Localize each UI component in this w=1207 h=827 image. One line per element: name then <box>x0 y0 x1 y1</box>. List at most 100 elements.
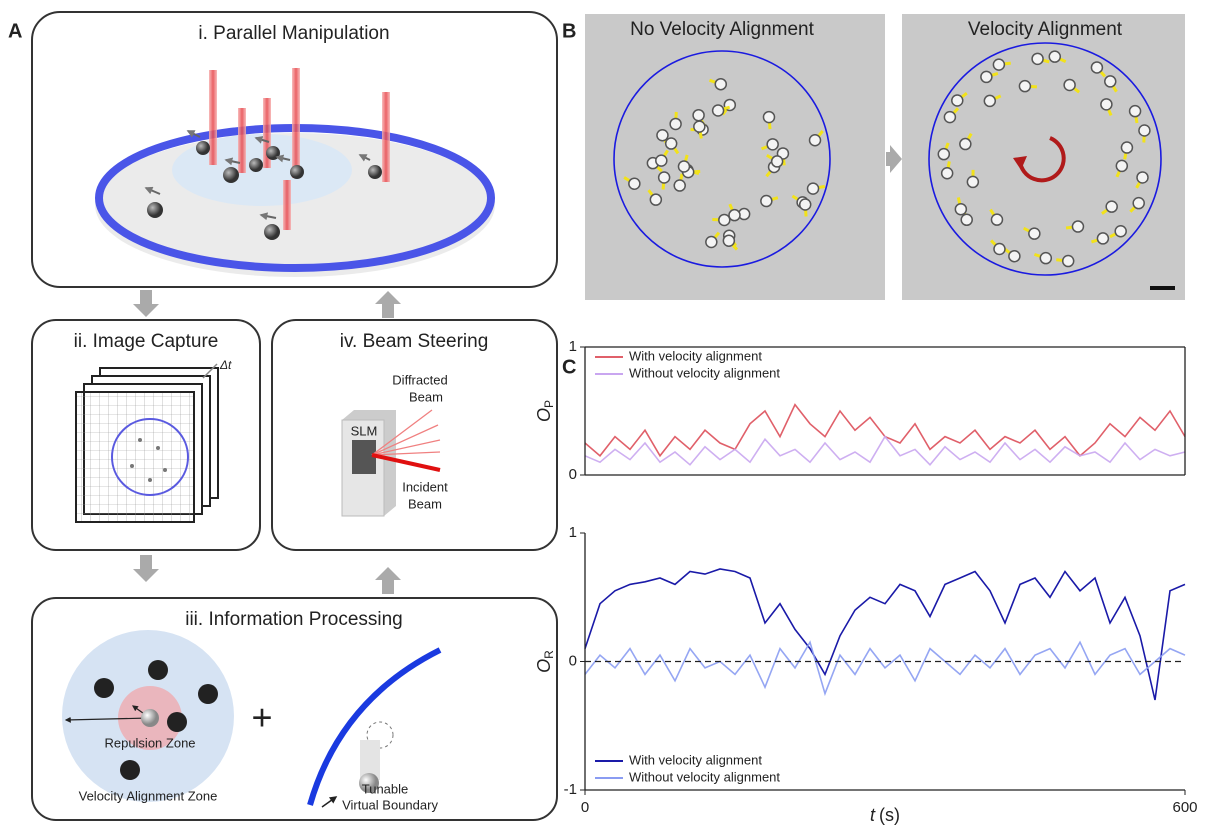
particle <box>693 110 704 121</box>
particle <box>767 139 778 150</box>
particle <box>1130 106 1141 117</box>
particle <box>723 235 734 246</box>
series-line <box>585 437 1185 465</box>
particle <box>713 105 724 116</box>
particle <box>674 180 685 191</box>
series-line <box>585 642 1185 693</box>
panel-label: B <box>562 20 576 42</box>
diffracted-label: Diffracted <box>392 372 447 387</box>
particle <box>657 130 668 141</box>
particle <box>629 178 640 189</box>
boundary-label: Virtual Boundary <box>342 797 438 812</box>
scale-bar <box>1150 286 1175 290</box>
particle <box>1115 226 1126 237</box>
x-label-symbol: t <box>870 805 876 825</box>
particle <box>984 95 995 106</box>
particle <box>961 214 972 225</box>
section-title: iii. Information Processing <box>185 609 403 630</box>
particle <box>981 71 992 82</box>
particle <box>1063 256 1074 267</box>
legend-label: With velocity alignment <box>629 348 762 363</box>
particle <box>1133 198 1144 209</box>
y-tick-label: 0 <box>569 652 577 669</box>
particle <box>944 112 955 123</box>
panel-label: A <box>8 20 22 42</box>
particle <box>1032 53 1043 64</box>
particle <box>772 156 783 167</box>
y-tick-label: 1 <box>569 524 577 541</box>
y-tick-label: 1 <box>569 338 577 355</box>
legend-label: Without velocity alignment <box>629 365 780 380</box>
transition-arrow <box>886 145 902 173</box>
particle <box>659 172 670 183</box>
particle <box>938 149 949 160</box>
x-label: t(s) <box>870 805 900 825</box>
particle <box>942 168 953 179</box>
particle <box>763 112 774 123</box>
figure: A i. Parallel Manipulation ii. Imag <box>0 0 1207 827</box>
boundary-label: Tunable <box>362 781 409 796</box>
particle <box>1116 160 1127 171</box>
x-tick-label: 0 <box>581 799 589 816</box>
section-title: iv. Beam Steering <box>340 331 489 352</box>
particle <box>1137 172 1148 183</box>
y-label-subscript: P <box>542 400 556 408</box>
legend-label: Without velocity alignment <box>629 769 780 784</box>
y-tick-label: -1 <box>564 781 577 798</box>
particle <box>810 135 821 146</box>
particle <box>952 95 963 106</box>
particle <box>808 183 819 194</box>
section-title: ii. Image Capture <box>74 331 219 352</box>
particle <box>1009 251 1020 262</box>
particle <box>706 236 717 247</box>
particle <box>994 243 1005 254</box>
x-label-unit: (s) <box>879 805 900 825</box>
delta-label: Δt <box>219 358 232 372</box>
alignment-label: Velocity Alignment Zone <box>79 788 218 803</box>
particle <box>666 138 677 149</box>
x-tick-label: 600 <box>1172 799 1197 816</box>
particle <box>1139 125 1150 136</box>
particle <box>656 155 667 166</box>
incident-label: Incident <box>402 479 448 494</box>
plus-sign: + <box>251 697 272 738</box>
particle <box>715 79 726 90</box>
y-tick-label: 0 <box>569 466 577 483</box>
particle <box>967 176 978 187</box>
frame-stack <box>76 364 218 522</box>
particle <box>1097 233 1108 244</box>
particle <box>650 194 661 205</box>
repulsion-label: Repulsion Zone <box>104 735 195 750</box>
particle <box>1072 221 1083 232</box>
y-label-symbol: O <box>534 408 554 422</box>
particle <box>1091 62 1102 73</box>
particle <box>719 214 730 225</box>
particle <box>991 214 1002 225</box>
legend-label: With velocity alignment <box>629 752 762 767</box>
series-line <box>585 405 1185 456</box>
particle <box>1029 228 1040 239</box>
particle <box>1049 51 1060 62</box>
particle <box>1121 142 1132 153</box>
particle <box>1101 99 1112 110</box>
particle <box>955 204 966 215</box>
micrograph-title: Velocity Alignment <box>968 19 1123 40</box>
panel-label: C <box>562 356 576 378</box>
y-label-symbol: O <box>534 659 554 673</box>
particle <box>993 59 1004 70</box>
particle <box>1019 81 1030 92</box>
particle <box>960 139 971 150</box>
particle <box>1064 79 1075 90</box>
particle <box>1105 76 1116 87</box>
particle <box>670 118 681 129</box>
slm-label: SLM <box>351 423 378 438</box>
section-title: i. Parallel Manipulation <box>198 23 389 44</box>
particle <box>761 196 772 207</box>
incident-label: Beam <box>408 496 442 511</box>
y-label-subscript: R <box>542 650 556 659</box>
particle <box>729 210 740 221</box>
particle <box>694 121 705 132</box>
particle <box>800 199 811 210</box>
particle <box>678 161 689 172</box>
